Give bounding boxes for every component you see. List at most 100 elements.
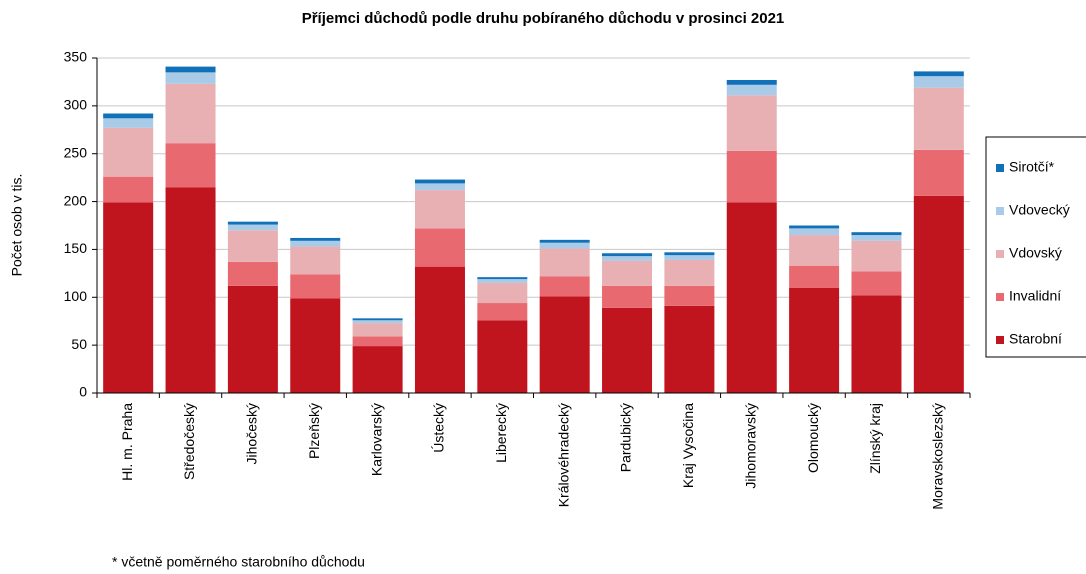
bar-segment [539,296,590,393]
legend-swatch [996,164,1004,172]
bar-segment [165,66,216,73]
legend-swatch [996,207,1004,215]
bar-segment [664,252,715,256]
legend-label: Invalidní [1009,288,1061,304]
y-tick-label: 350 [64,49,88,65]
x-tick-label: Plzeňský [306,403,322,459]
bar-segment [851,240,902,272]
bar-segment [789,265,840,288]
bar-segment [414,190,465,229]
bar-segment [664,285,715,306]
bar-segment [103,127,154,177]
bar-segment [851,295,902,393]
x-tick-label: Ústecký [431,403,447,453]
y-tick-label: 150 [64,240,88,256]
bar-segment [851,232,902,236]
bar-segment [290,237,341,241]
y-tick-label: 100 [64,288,88,304]
bar-segment [913,149,964,196]
bar-segment [352,336,403,347]
bar-segment [290,240,341,247]
bar-segment [913,195,964,393]
bar-segment [414,183,465,191]
bar-segment [227,221,278,225]
bar-segment [477,282,528,304]
bar-segment [227,224,278,231]
bar-segment [477,277,528,280]
footnote: * včetně poměrného starobního důchodu [112,554,365,570]
bar-segment [352,320,403,324]
bar-segment [602,307,653,393]
bar-segment [539,276,590,297]
bar-segment [602,260,653,286]
bar-segment [414,228,465,267]
x-tick-label: Pardubický [618,403,634,472]
bar-segment [726,84,777,96]
bar-segment [602,256,653,261]
bar-segment [165,143,216,188]
bar-segment [414,179,465,184]
y-tick-label: 200 [64,192,88,208]
x-tick-label: Moravskoslezský [930,403,946,510]
x-tick-label: Hl. m. Praha [119,403,135,481]
x-tick-label: Jihomoravský [742,403,758,489]
bar-segment [227,261,278,286]
bar-segment [789,225,840,229]
x-tick-label: Zlínský kraj [867,403,883,474]
bar-segment [913,76,964,88]
legend-swatch [996,250,1004,258]
x-tick-label: Jihočeský [244,403,260,464]
bar-segment [290,246,341,275]
bar-segment [726,95,777,151]
y-tick-label: 300 [64,97,88,113]
legend-swatch [996,293,1004,301]
bar-segment [664,305,715,393]
bar-segment [165,72,216,84]
bar-segment [352,318,403,321]
bar-segment [103,176,154,203]
chart-title: Příjemci důchodů podle druhu pobíraného … [302,10,785,27]
bar-segment [227,285,278,393]
bar-segment [913,71,964,77]
legend-swatch [996,336,1004,344]
bar-segment [664,259,715,286]
bar-segment [789,235,840,266]
bar-segment [352,323,403,337]
bar-segment [726,150,777,203]
bar-segment [165,83,216,144]
bar-segment [103,113,154,119]
bar-segment [851,235,902,241]
x-tick-label: Královéhradecký [555,403,571,507]
bar-segment [664,255,715,260]
bar-segment [913,87,964,150]
y-tick-label: 250 [64,144,88,160]
x-tick-label: Karlovarský [368,403,384,476]
bar-segment [602,253,653,257]
bar-segment [477,320,528,393]
bar-segment [726,80,777,85]
bar-segment [290,274,341,299]
x-tick-label: Liberecký [493,403,509,463]
bar-segment [726,202,777,393]
bar-segment [789,228,840,236]
x-tick-label: Středočeský [181,403,197,480]
bar-segment [352,346,403,393]
bar-segment [539,248,590,277]
bar-segment [477,279,528,283]
bar-segment [851,271,902,296]
legend-label: Vdovecký [1009,202,1070,218]
bar-segment [602,285,653,308]
y-tick-label: 50 [71,336,87,352]
legend-label: Vdovský [1009,245,1062,261]
x-tick-label: Kraj Vysočina [680,403,696,488]
legend-box [985,136,1086,358]
bar-segment [103,118,154,128]
bar-segment [414,266,465,393]
bar-segment [789,287,840,393]
bar-segment [103,202,154,393]
legend-label: Starobní [1009,331,1062,347]
x-tick-label: Olomoucký [805,403,821,473]
y-axis-label: Počet osob v tis. [9,174,25,277]
bar-segment [539,242,590,249]
